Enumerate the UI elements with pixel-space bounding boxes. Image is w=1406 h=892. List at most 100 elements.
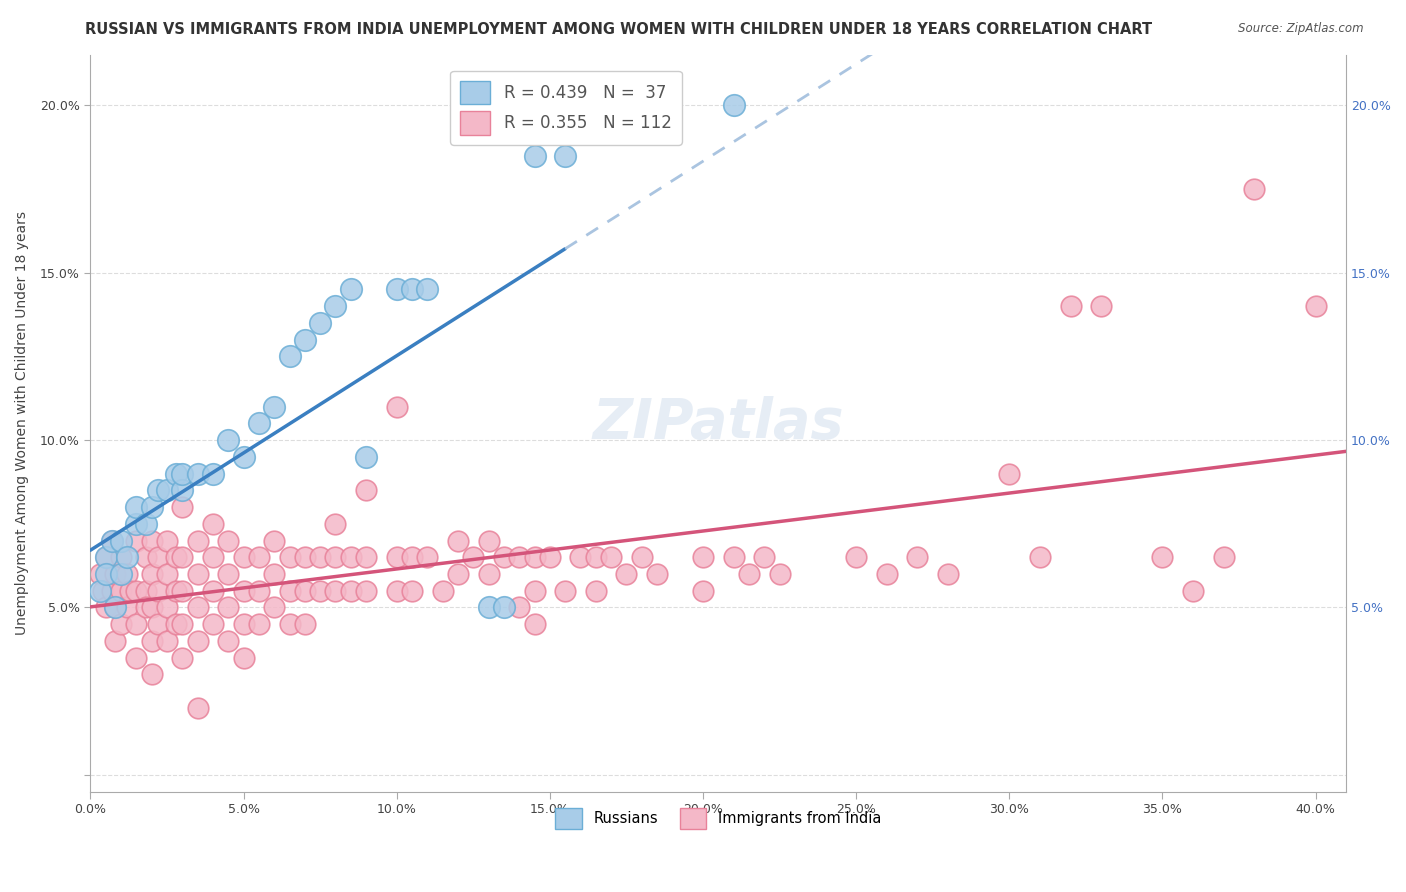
Point [309,550,332,565]
Point [523,617,546,632]
Text: ZIPatlas: ZIPatlas [592,396,844,450]
Point [263,567,285,582]
Point [156,533,179,548]
Point [278,350,301,364]
Point [845,550,868,565]
Point [294,583,316,598]
Point [325,583,347,598]
Point [110,550,132,565]
Point [187,634,209,648]
Point [401,583,423,598]
Point [125,617,148,632]
Point [172,483,194,498]
Point [1212,550,1234,565]
Point [141,567,163,582]
Point [723,98,745,112]
Point [104,567,127,582]
Point [339,583,361,598]
Point [247,617,270,632]
Point [135,550,157,565]
Point [339,550,361,565]
Point [508,550,530,565]
Point [385,400,408,414]
Point [616,567,638,582]
Point [125,583,148,598]
Point [416,550,439,565]
Point [187,701,209,715]
Point [94,550,117,565]
Point [115,550,138,565]
Point [125,500,148,514]
Point [294,617,316,632]
Point [101,533,124,548]
Point [325,550,347,565]
Point [401,283,423,297]
Point [294,333,316,347]
Point [201,516,224,531]
Point [447,567,470,582]
Point [385,550,408,565]
Point [201,583,224,598]
Point [354,450,377,464]
Point [172,617,194,632]
Point [523,583,546,598]
Point [115,600,138,615]
Point [401,550,423,565]
Point [146,483,169,498]
Point [135,600,157,615]
Point [263,600,285,615]
Point [1059,299,1081,313]
Point [172,467,194,481]
Point [217,567,239,582]
Point [125,533,148,548]
Point [172,583,194,598]
Point [101,583,124,598]
Point [146,583,169,598]
Point [165,617,187,632]
Point [247,550,270,565]
Point [146,617,169,632]
Point [232,550,254,565]
Point [247,417,270,431]
Point [1182,583,1205,598]
Point [463,550,485,565]
Point [325,299,347,313]
Point [101,533,124,548]
Point [146,550,169,565]
Point [201,550,224,565]
Point [523,148,546,162]
Point [1152,550,1174,565]
Point [754,550,776,565]
Point [91,583,114,598]
Point [907,550,929,565]
Point [492,600,515,615]
Point [723,550,745,565]
Point [232,583,254,598]
Point [936,567,959,582]
Point [110,567,132,582]
Point [141,634,163,648]
Point [354,583,377,598]
Point [278,583,301,598]
Point [104,600,127,615]
Point [156,483,179,498]
Point [492,550,515,565]
Point [263,400,285,414]
Point [104,634,127,648]
Point [120,583,142,598]
Point [172,550,194,565]
Point [339,283,361,297]
Point [125,650,148,665]
Point [385,283,408,297]
Point [554,148,576,162]
Point [89,567,111,582]
Point [217,533,239,548]
Point [554,583,576,598]
Point [1243,182,1265,196]
Point [135,583,157,598]
Point [110,617,132,632]
Point [478,567,501,582]
Point [141,667,163,681]
Point [385,583,408,598]
Point [172,500,194,514]
